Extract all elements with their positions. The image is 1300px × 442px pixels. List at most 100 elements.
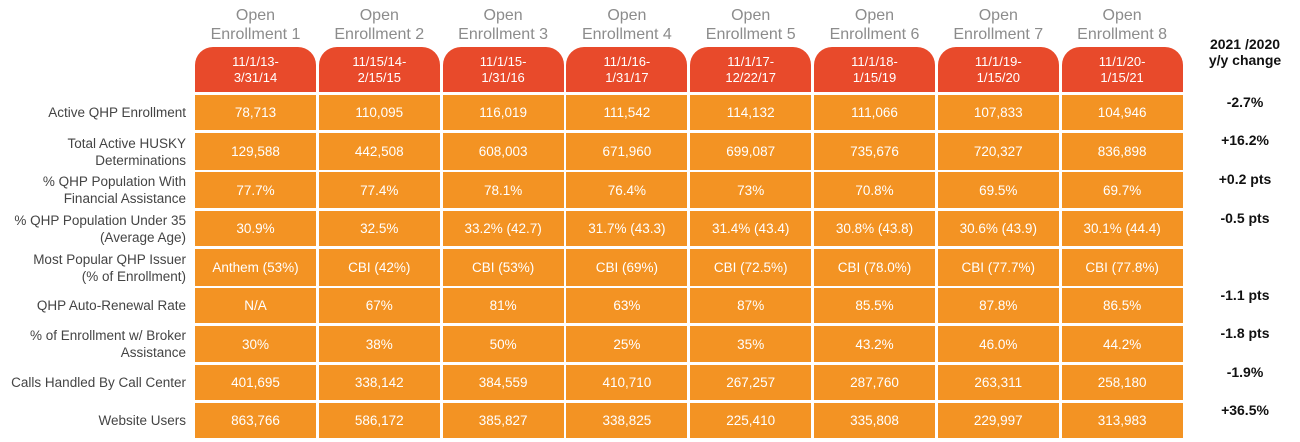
cell: 263,311 <box>937 365 1059 400</box>
change-value: +16.2% <box>1221 132 1269 148</box>
cell: 38% <box>318 326 440 362</box>
column-title: Open Enrollment 7 <box>953 7 1044 43</box>
cell: 110,095 <box>318 95 440 130</box>
column-dates: 11/1/18- 1/15/19 <box>814 47 935 92</box>
cell: 735,676 <box>814 133 935 170</box>
cell: 30.9% <box>195 211 316 246</box>
change-value: -0.5 pts <box>1220 210 1270 226</box>
column-dates: 11/1/13- 3/31/14 <box>195 47 316 92</box>
cell: 114,132 <box>690 95 812 130</box>
row-label: % of Enrollment w/ Broker Assistance <box>29 328 186 360</box>
column-dates: 11/15/14- 2/15/15 <box>318 47 440 92</box>
row-label: % QHP Population With Financial Assistan… <box>42 174 186 206</box>
column-title: Open Enrollment 3 <box>458 7 548 43</box>
cell: N/A <box>195 288 316 323</box>
cell: 78.1% <box>442 172 564 208</box>
cell: 87.8% <box>937 288 1059 323</box>
cell: 69.5% <box>937 172 1059 208</box>
cell: CBI (72.5%) <box>690 249 812 286</box>
cell: 267,257 <box>690 365 812 400</box>
column-title: Open Enrollment 2 <box>334 7 425 43</box>
cell: 338,825 <box>566 403 688 438</box>
column-title: Open Enrollment 1 <box>210 7 301 43</box>
cell: 671,960 <box>566 133 688 170</box>
cell: 720,327 <box>937 133 1059 170</box>
cell: 30.8% (43.8) <box>814 211 935 246</box>
cell: 410,710 <box>566 365 688 400</box>
cell: 73% <box>690 172 812 208</box>
cell: CBI (77.8%) <box>1061 249 1183 286</box>
row-label: % QHP Population Under 35 (Average Age) <box>14 212 186 245</box>
cell: 225,410 <box>690 403 812 438</box>
row-label: Total Active HUSKY Determinations <box>67 135 186 168</box>
cell: 44.2% <box>1061 326 1183 362</box>
cell: 836,898 <box>1061 133 1183 170</box>
change-value: -1.9% <box>1226 364 1264 380</box>
column-dates: 11/1/16- 1/31/17 <box>566 47 688 92</box>
cell: 31.4% (43.4) <box>690 211 812 246</box>
change-value: -1.8 pts <box>1220 325 1270 341</box>
row-label: Website Users <box>98 413 186 428</box>
cell: 35% <box>690 326 812 362</box>
change-value: -2.7% <box>1226 94 1264 110</box>
change-value: -1.1 pts <box>1220 287 1270 303</box>
cell: 401,695 <box>195 365 316 400</box>
cell: 25% <box>566 326 688 362</box>
column-title: Open Enrollment 4 <box>581 7 672 43</box>
cell: 87% <box>690 288 812 323</box>
cell: 287,760 <box>814 365 935 400</box>
cell: 111,542 <box>566 95 688 130</box>
cell: 30.1% (44.4) <box>1061 211 1183 246</box>
column-dates: 11/1/19- 1/15/20 <box>937 47 1059 92</box>
change-header: 2021 /2020 y/y change <box>1208 36 1282 68</box>
cell: 129,588 <box>195 133 316 170</box>
cell: 313,983 <box>1061 403 1183 438</box>
row-label: Active QHP Enrollment <box>48 105 186 120</box>
cell: 30.6% (43.9) <box>937 211 1059 246</box>
cell: 107,833 <box>937 95 1059 130</box>
row-label: Calls Handled By Call Center <box>11 375 186 390</box>
cell: 385,827 <box>442 403 564 438</box>
change-value: +0.2 pts <box>1218 171 1272 187</box>
cell: 104,946 <box>1061 95 1183 130</box>
cell: 229,997 <box>937 403 1059 438</box>
cell: 32.5% <box>318 211 440 246</box>
cell: 699,087 <box>690 133 812 170</box>
cell: 111,066 <box>814 95 935 130</box>
cell: CBI (42%) <box>318 249 440 286</box>
cell: 77.4% <box>318 172 440 208</box>
cell: 86.5% <box>1061 288 1183 323</box>
cell: CBI (69%) <box>566 249 688 286</box>
cell: 77.7% <box>195 172 316 208</box>
cell: 608,003 <box>442 133 564 170</box>
cell: 442,508 <box>318 133 440 170</box>
cell: 335,808 <box>814 403 935 438</box>
cell: 863,766 <box>195 403 316 438</box>
column-title: Open Enrollment 5 <box>705 7 796 43</box>
cell: 69.7% <box>1061 172 1183 208</box>
cell: 67% <box>318 288 440 323</box>
cell: Anthem (53%) <box>195 249 316 286</box>
cell: 586,172 <box>318 403 440 438</box>
column-dates: 11/1/20- 1/15/21 <box>1061 47 1183 92</box>
cell: CBI (78.0%) <box>814 249 935 286</box>
column-title: Open Enrollment 8 <box>1077 7 1167 43</box>
column-dates: 11/1/17- 12/22/17 <box>690 47 812 92</box>
cell: 85.5% <box>814 288 935 323</box>
cell: 78,713 <box>195 95 316 130</box>
cell: 338,142 <box>318 365 440 400</box>
cell: 116,019 <box>442 95 564 130</box>
cell: 81% <box>442 288 564 323</box>
column-title: Open Enrollment 6 <box>829 7 920 43</box>
row-label: Most Popular QHP Issuer (% of Enrollment… <box>33 251 186 284</box>
cell: 50% <box>442 326 564 362</box>
cell: CBI (53%) <box>442 249 564 286</box>
cell: 63% <box>566 288 688 323</box>
row-label: QHP Auto-Renewal Rate <box>36 298 186 313</box>
cell: 258,180 <box>1061 365 1183 400</box>
cell: 43.2% <box>814 326 935 362</box>
cell: 33.2% (42.7) <box>442 211 564 246</box>
cell: 46.0% <box>937 326 1059 362</box>
cell: 76.4% <box>566 172 688 208</box>
